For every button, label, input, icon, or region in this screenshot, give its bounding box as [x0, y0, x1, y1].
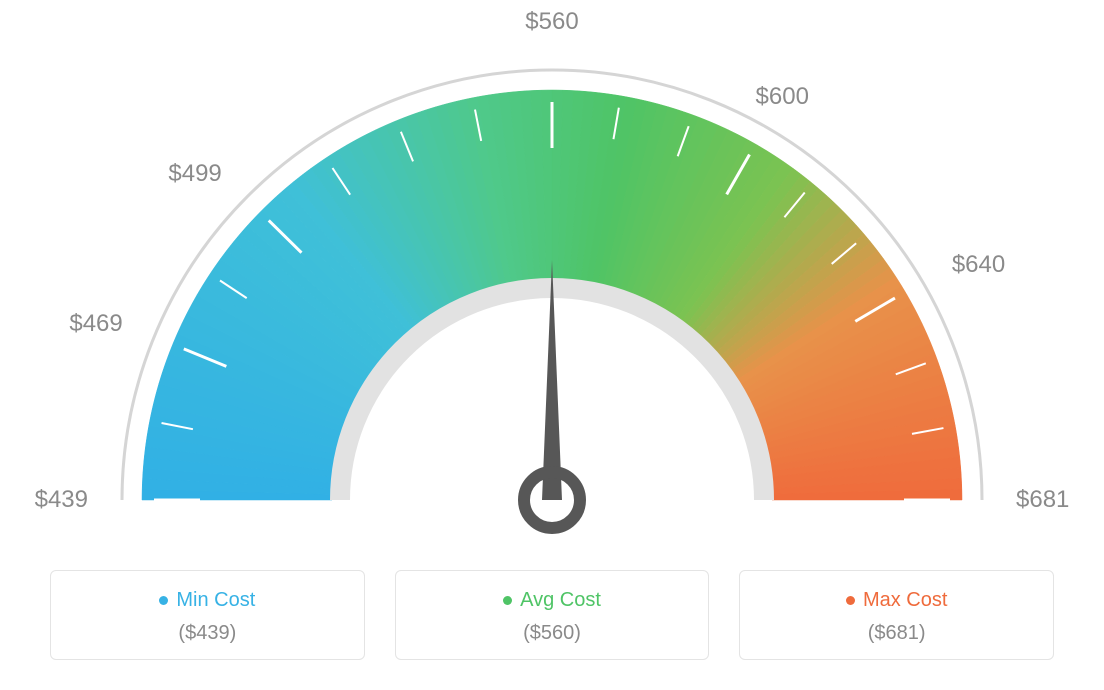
gauge-area: $439 $469 $499 $560 $600 $640 $681 [0, 0, 1104, 560]
legend-dot-icon [846, 596, 855, 605]
tick-label: $600 [756, 83, 809, 111]
cost-gauge-chart: $439 $469 $499 $560 $600 $640 $681 Min Cost ($4… [0, 0, 1104, 690]
tick-label: $499 [168, 160, 221, 188]
tick-label: $439 [35, 486, 88, 514]
legend-dot-icon [503, 596, 512, 605]
legend-title: Min Cost [61, 589, 354, 612]
legend-title: Avg Cost [406, 589, 699, 612]
legend-value: ($560) [406, 622, 699, 645]
legend-label: Min Cost [176, 589, 255, 612]
tick-label: $681 [1016, 486, 1069, 514]
tick-label: $469 [69, 310, 122, 338]
tick-label: $640 [952, 251, 1005, 279]
legend-box-max-cost: Max Cost ($681) [739, 570, 1054, 660]
gauge-svg [0, 0, 1104, 560]
legend-label: Max Cost [863, 589, 947, 612]
legend-box-avg-cost: Avg Cost ($560) [395, 570, 710, 660]
legend-dot-icon [159, 596, 168, 605]
legend-title: Max Cost [750, 589, 1043, 612]
legend-box-min-cost: Min Cost ($439) [50, 570, 365, 660]
legend-label: Avg Cost [520, 589, 601, 612]
legend-value: ($681) [750, 622, 1043, 645]
tick-label: $560 [525, 8, 578, 36]
legend-value: ($439) [61, 622, 354, 645]
legend-row: Min Cost ($439) Avg Cost ($560) Max Cost ($68… [0, 570, 1104, 660]
